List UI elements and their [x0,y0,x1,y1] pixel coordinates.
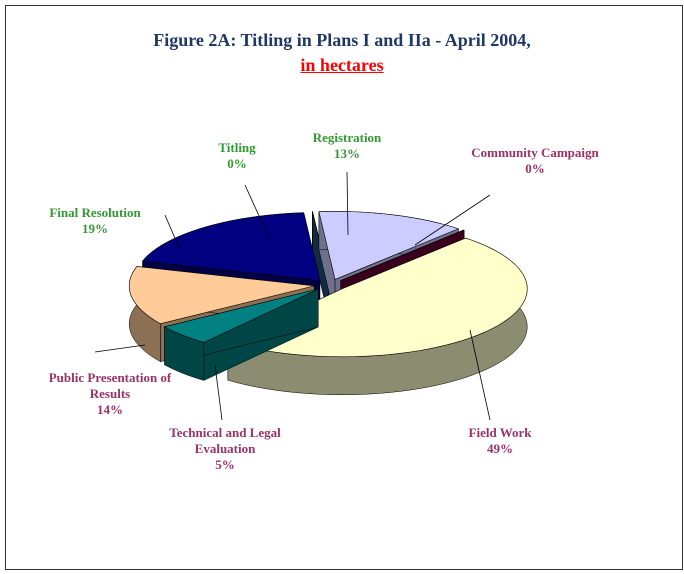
slice-label: Titling 0% [172,140,302,172]
pie-slice [141,212,321,281]
pie-slice [318,211,460,280]
value-label: 14% [97,402,123,417]
leader-line [469,329,491,421]
chart-subtitle: in hectares [300,55,384,75]
frame [5,5,683,570]
category-name: Public Presentation of Results [48,370,172,401]
slice-label: Community Campaign 0% [470,145,600,177]
category-name: Community Campaign [471,145,599,160]
leader-line [214,364,223,421]
category-name: Titling [218,140,256,155]
leader-line [244,184,271,241]
slice-label: Final Resolution 19% [30,205,160,237]
slice-label: Public Presentation of Results 14% [45,370,175,418]
value-label: 5% [215,457,235,472]
pie-slice [128,266,315,325]
value-label: 13% [334,146,360,161]
slice-label: Registration 13% [282,130,412,162]
value-label: 19% [82,221,108,236]
category-name: Field Work [468,425,532,440]
leader-line [164,214,181,251]
category-name: Registration [312,130,382,145]
value-label: 0% [227,156,247,171]
leader-line [346,171,349,236]
value-label: 0% [525,161,545,176]
category-name: Technical and Legal Evaluation [169,425,281,456]
leader-line [414,194,491,246]
pie-slice [163,288,319,343]
leader-line [94,344,146,353]
slice-label: Technical and Legal Evaluation 5% [160,425,290,473]
value-label: 49% [487,441,513,456]
chart-title: Figure 2A: Titling in Plans I and IIa - … [153,30,531,50]
slice-label: Field Work 49% [435,425,565,457]
category-name: Final Resolution [49,205,141,220]
